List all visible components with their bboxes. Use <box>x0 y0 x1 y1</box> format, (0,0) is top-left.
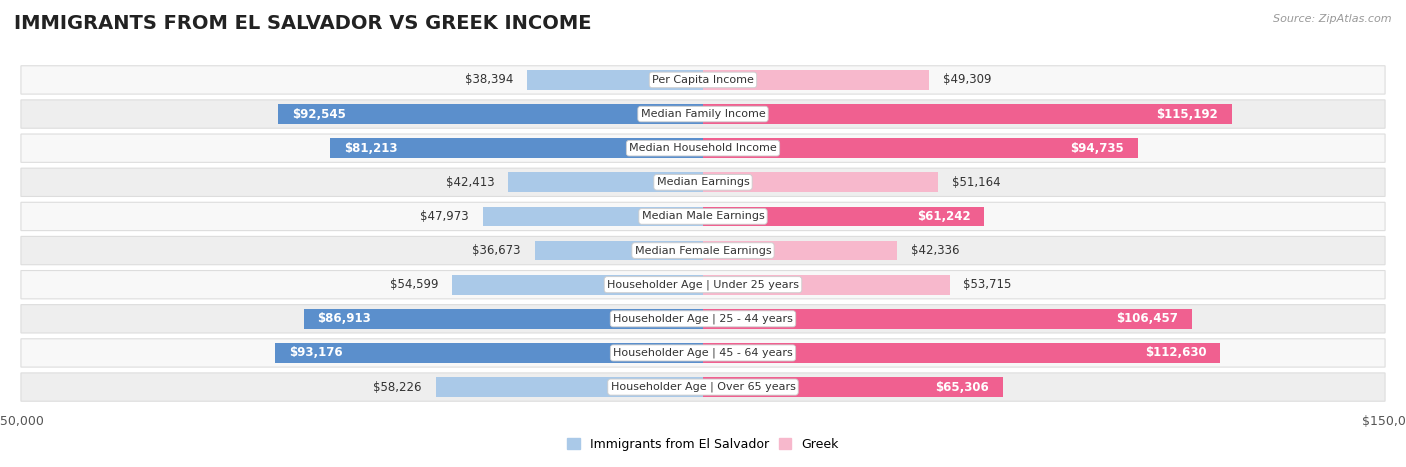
Bar <box>703 70 929 90</box>
FancyBboxPatch shape <box>21 66 1385 94</box>
Text: Householder Age | Over 65 years: Householder Age | Over 65 years <box>610 382 796 392</box>
Text: $61,242: $61,242 <box>917 210 970 223</box>
Bar <box>703 138 1137 158</box>
Bar <box>703 241 897 261</box>
Text: Median Male Earnings: Median Male Earnings <box>641 212 765 221</box>
Bar <box>436 377 703 397</box>
FancyBboxPatch shape <box>21 236 1385 265</box>
Text: $42,336: $42,336 <box>911 244 960 257</box>
Text: $106,457: $106,457 <box>1116 312 1178 325</box>
Text: IMMIGRANTS FROM EL SALVADOR VS GREEK INCOME: IMMIGRANTS FROM EL SALVADOR VS GREEK INC… <box>14 14 592 33</box>
FancyBboxPatch shape <box>21 202 1385 231</box>
Text: $65,306: $65,306 <box>935 381 990 394</box>
Bar <box>703 104 1232 124</box>
Text: $47,973: $47,973 <box>420 210 468 223</box>
Bar <box>703 206 984 226</box>
Bar <box>703 309 1192 329</box>
Text: Median Earnings: Median Earnings <box>657 177 749 187</box>
Text: Per Capita Income: Per Capita Income <box>652 75 754 85</box>
Bar <box>278 104 703 124</box>
Text: Householder Age | 45 - 64 years: Householder Age | 45 - 64 years <box>613 348 793 358</box>
Text: Median Household Income: Median Household Income <box>628 143 778 153</box>
Text: $51,164: $51,164 <box>952 176 1001 189</box>
Text: $115,192: $115,192 <box>1157 107 1218 120</box>
Text: $93,176: $93,176 <box>288 347 343 360</box>
Text: $42,413: $42,413 <box>446 176 495 189</box>
Bar <box>703 377 1002 397</box>
Bar <box>330 138 703 158</box>
Text: $112,630: $112,630 <box>1144 347 1206 360</box>
Text: Median Female Earnings: Median Female Earnings <box>634 246 772 255</box>
FancyBboxPatch shape <box>21 339 1385 367</box>
Bar <box>703 343 1220 363</box>
Bar <box>508 172 703 192</box>
Bar <box>482 206 703 226</box>
Text: $58,226: $58,226 <box>374 381 422 394</box>
FancyBboxPatch shape <box>21 270 1385 299</box>
Text: Median Family Income: Median Family Income <box>641 109 765 119</box>
FancyBboxPatch shape <box>21 373 1385 401</box>
Text: $49,309: $49,309 <box>943 73 991 86</box>
Text: $86,913: $86,913 <box>318 312 371 325</box>
FancyBboxPatch shape <box>21 304 1385 333</box>
Bar <box>534 241 703 261</box>
FancyBboxPatch shape <box>21 100 1385 128</box>
Text: $81,213: $81,213 <box>344 142 398 155</box>
Bar <box>703 172 938 192</box>
Bar <box>527 70 703 90</box>
Bar <box>453 275 703 295</box>
Text: Source: ZipAtlas.com: Source: ZipAtlas.com <box>1274 14 1392 24</box>
Text: $36,673: $36,673 <box>472 244 520 257</box>
FancyBboxPatch shape <box>21 134 1385 163</box>
Text: Householder Age | Under 25 years: Householder Age | Under 25 years <box>607 279 799 290</box>
Bar <box>703 275 949 295</box>
Text: $54,599: $54,599 <box>389 278 439 291</box>
Text: $53,715: $53,715 <box>963 278 1012 291</box>
Bar <box>304 309 703 329</box>
Bar <box>276 343 703 363</box>
Text: $38,394: $38,394 <box>464 73 513 86</box>
Text: Householder Age | 25 - 44 years: Householder Age | 25 - 44 years <box>613 313 793 324</box>
Text: $94,735: $94,735 <box>1070 142 1125 155</box>
Legend: Immigrants from El Salvador, Greek: Immigrants from El Salvador, Greek <box>567 438 839 451</box>
FancyBboxPatch shape <box>21 168 1385 197</box>
Text: $92,545: $92,545 <box>291 107 346 120</box>
